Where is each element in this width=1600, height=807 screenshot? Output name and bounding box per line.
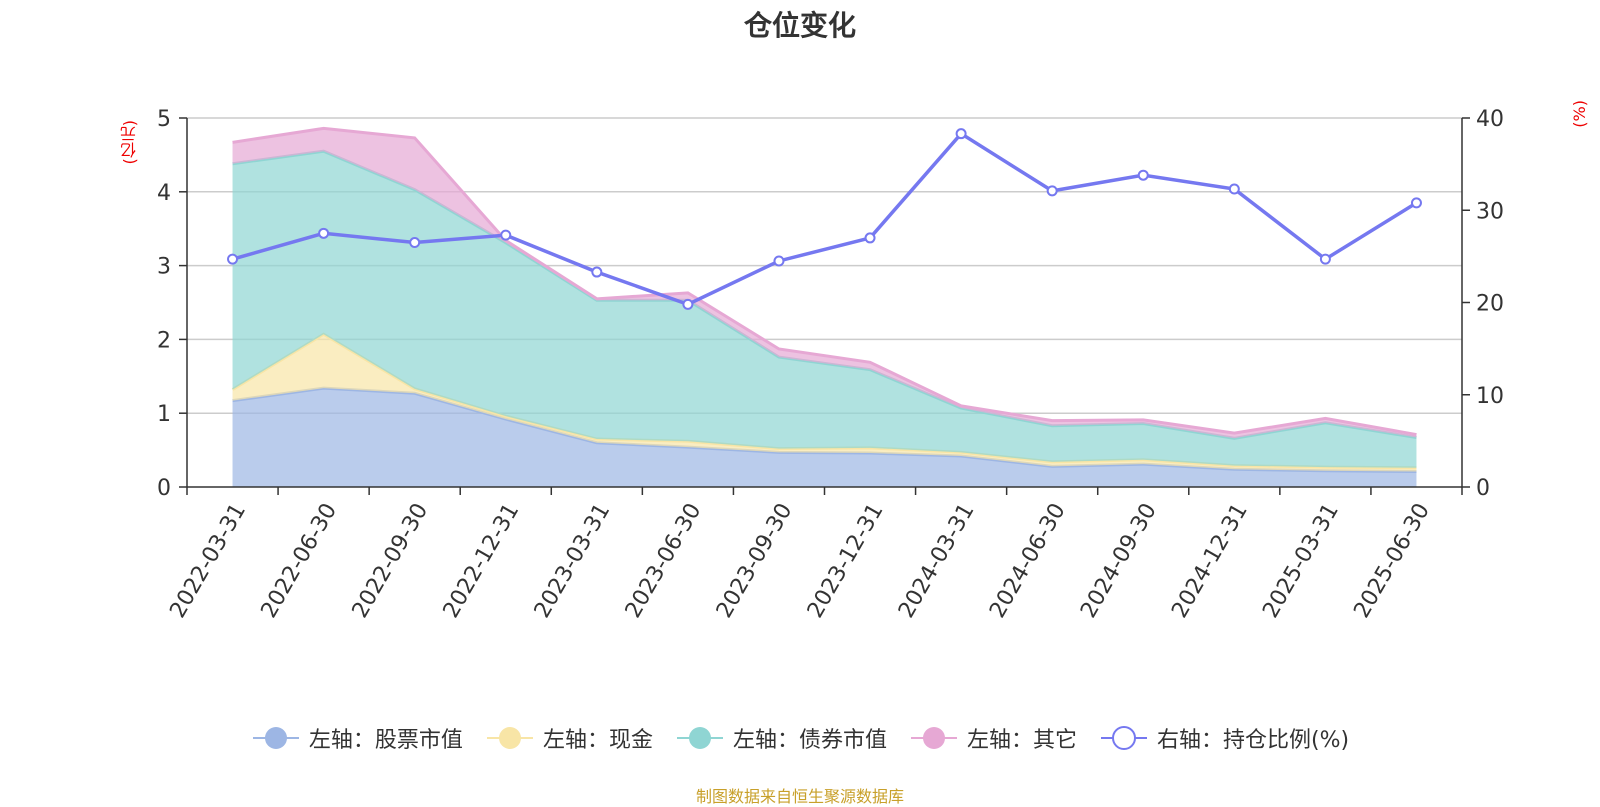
circle-filled-icon (486, 727, 533, 749)
x-axis-tick-label: 2022-09-30 (348, 499, 434, 622)
x-axis-tick-label: 2023-12-31 (803, 499, 889, 622)
ratio-point (773, 255, 785, 267)
ratio-point (409, 237, 421, 249)
data-source-note: 制图数据来自恒生聚源数据库 (695, 787, 904, 806)
x-axis-tick-label: 2024-03-31 (894, 499, 980, 622)
left-axis-tick-label: 0 (157, 476, 171, 501)
area-bond (232, 151, 1417, 468)
ratio-point (1228, 183, 1240, 195)
legend-label-ratio: 右轴：持仓比例(%) (1156, 728, 1350, 753)
area-stock (232, 388, 1417, 487)
right-axis-tick-label: 10 (1476, 384, 1504, 409)
legend-item-stock[interactable]: 左轴：股票市值 (251, 722, 463, 754)
circle-filled-icon (676, 727, 723, 749)
legend-label-other: 左轴：其它 (966, 728, 1077, 753)
ratio-point (682, 298, 694, 310)
ratio-point (1046, 185, 1058, 197)
legend-label-bond: 左轴：债券市值 (732, 728, 887, 753)
chart-title: 仓位变化 (743, 9, 856, 42)
chart-legend: 左轴：股票市值 左轴：现金 左轴：债券市值 左轴：其它 右轴：持仓比例(%) (0, 722, 1600, 754)
x-axis-tick-label: 2025-03-31 (1258, 499, 1344, 622)
x-axis-tick-label: 2023-03-31 (530, 499, 616, 622)
x-axis-tick-label: 2022-12-31 (439, 499, 525, 622)
ratio-point (1137, 169, 1149, 181)
left-axis-tick-label: 5 (157, 107, 171, 132)
legend-label-stock: 左轴：股票市值 (308, 728, 463, 753)
ratio-point (227, 253, 239, 265)
ratio-point (591, 266, 603, 278)
right-axis-tick-label: 40 (1476, 107, 1504, 132)
ratio-point (864, 232, 876, 244)
legend-item-cash[interactable]: 左轴：现金 (485, 722, 653, 754)
right-axis-tick-label: 0 (1476, 476, 1490, 501)
x-axis-tick-label: 2024-12-31 (1167, 499, 1253, 622)
circle-filled-icon (252, 727, 299, 749)
area-other (232, 128, 1417, 439)
right-axis-tick-label: 20 (1476, 292, 1504, 317)
ratio-line (232, 131, 1418, 307)
area-edge-other (232, 126, 1417, 437)
legend-label-cash: 左轴：现金 (542, 728, 653, 753)
ratio-point (500, 229, 512, 241)
x-axis-tick-label: 2023-06-30 (621, 499, 707, 622)
circle-outline-icon (1100, 726, 1147, 750)
ratio-point (1410, 197, 1422, 209)
ratio-point (1319, 253, 1331, 265)
ratio-point (955, 128, 967, 140)
x-axis-tick-label: 2025-06-30 (1349, 499, 1435, 622)
left-axis-tick-label: 1 (157, 402, 171, 427)
x-axis-tick-label: 2024-06-30 (985, 499, 1071, 622)
left-axis-tick-label: 2 (157, 328, 171, 353)
legend-item-ratio[interactable]: 右轴：持仓比例(%) (1099, 722, 1349, 754)
left-axis-tick-label: 4 (157, 181, 171, 206)
x-axis-tick-label: 2022-06-30 (257, 499, 343, 622)
x-axis-tick-label: 2023-09-30 (712, 499, 798, 622)
legend-item-bond[interactable]: 左轴：债券市值 (675, 722, 887, 754)
left-axis-tick-label: 3 (157, 255, 171, 280)
ratio-point (318, 227, 330, 239)
legend-item-other[interactable]: 左轴：其它 (909, 722, 1077, 754)
right-axis-tick-label: 30 (1476, 199, 1504, 224)
x-axis-tick-label: 2024-09-30 (1076, 499, 1162, 622)
circle-filled-icon (910, 727, 957, 749)
x-axis-tick-label: 2022-03-31 (165, 499, 251, 622)
